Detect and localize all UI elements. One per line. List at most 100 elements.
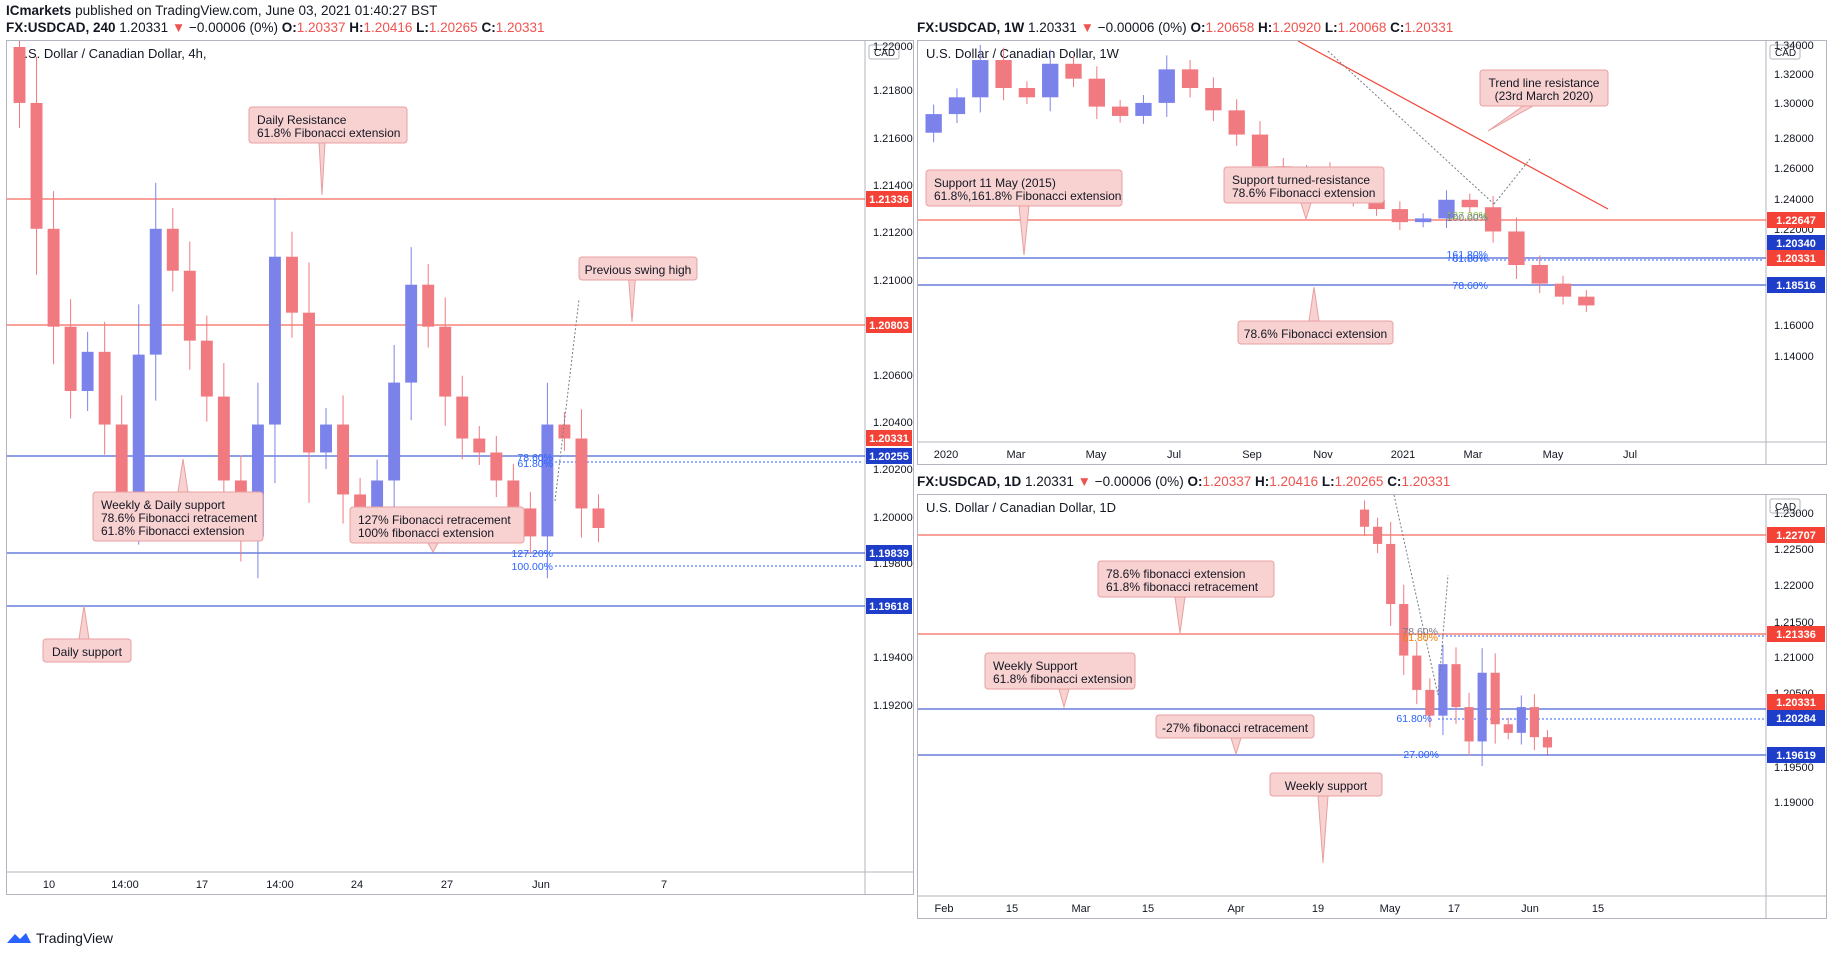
candle-body (507, 480, 520, 509)
candle-body (948, 97, 966, 115)
candle-body (1042, 63, 1059, 98)
candle-body (149, 228, 162, 355)
callout-text: Weekly & Daily support (101, 498, 225, 512)
callout-text: 61.8% Fibonacci extension (101, 524, 244, 538)
price-tag-label: 1.22647 (1776, 215, 1816, 227)
price-tag-label: 1.19618 (869, 601, 909, 613)
candle-body (1464, 707, 1474, 742)
candle-body (1228, 110, 1245, 135)
x-tick-label: 17 (1448, 903, 1460, 915)
callout-box (1237, 320, 1394, 345)
publisher-text: published on TradingView.com, June 03, 2… (75, 3, 438, 18)
y-tick-label: 1.28000 (1774, 133, 1814, 145)
chart-1d-svg[interactable]: U.S. Dollar / Canadian Dollar, 1D CAD1.23… (918, 495, 1826, 918)
price-tag-label: 1.20331 (1776, 697, 1816, 709)
callout-pointer (427, 542, 439, 554)
callout-pointer (1058, 688, 1070, 709)
publisher-author[interactable]: ICmarkets (6, 3, 72, 18)
close-value: 1.20331 (495, 20, 545, 35)
callout-text: Trend line resistance (1489, 76, 1600, 90)
callout-text: Daily Resistance (257, 113, 347, 127)
callout-text: 78.6% fibonacci extension (1106, 567, 1245, 581)
open-value: 1.20337 (296, 20, 346, 35)
candle-body (1359, 509, 1370, 527)
y-tick-label: 1.24000 (1774, 194, 1814, 206)
candle-body (1438, 664, 1448, 716)
callout-pointer (1230, 737, 1242, 756)
fib-connector-line (1437, 574, 1449, 696)
callout-pointer (1317, 795, 1329, 864)
x-tick-label: 15 (1006, 903, 1018, 915)
price-tag (1767, 626, 1825, 642)
price-tag-label: 1.22707 (1776, 530, 1816, 542)
candle-body (1391, 209, 1409, 223)
x-tick-label: Mar (1072, 903, 1091, 915)
x-tick-label: May (1086, 449, 1107, 461)
x-tick-label: Jul (1167, 449, 1181, 461)
price-tag (866, 545, 912, 561)
candle-body (524, 508, 537, 537)
chart-title: U.S. Dollar / Canadian Dollar, 4h, (15, 46, 206, 61)
y-tick-label: 1.34000 (1774, 41, 1814, 52)
callout-text: 78.6% Fibonacci extension (1244, 327, 1387, 341)
candle-body (1542, 737, 1553, 748)
callout-text: 61.8% fibonacci retracement (1106, 580, 1259, 594)
callout-pointer (1174, 596, 1186, 634)
price-tag (1767, 747, 1825, 763)
x-tick-label: 7 (661, 879, 667, 891)
chart-1w-svg[interactable]: U.S. Dollar / Canadian Dollar, 1W CAD1.34… (918, 41, 1826, 464)
candle-body (1490, 672, 1500, 725)
fib-label: 100.00% (512, 561, 553, 573)
candle-body (456, 396, 469, 439)
y-tick-label: 1.21400 (873, 180, 913, 192)
price-tag-label: 1.20340 (1776, 238, 1816, 250)
symbol: FX:USDCAD, 240 (6, 20, 116, 35)
candle-body (200, 340, 213, 397)
brand-label: TradingView (36, 930, 114, 946)
candle-body (303, 312, 315, 453)
tradingview-logo[interactable]: TradingView (6, 930, 113, 946)
x-tick-label: May (1380, 903, 1401, 915)
chart-4h-svg[interactable]: U.S. Dollar / Canadian Dollar, 4h, CAD1.2… (7, 41, 913, 894)
last-price: 1.20331 (119, 20, 169, 35)
fib-label: 61.80% (1452, 253, 1488, 265)
callout-text: (23rd March 2020) (1495, 89, 1594, 103)
chart-4h-panel[interactable]: U.S. Dollar / Canadian Dollar, 4h, CAD 1.2… (6, 40, 914, 895)
candle-body (1578, 296, 1595, 306)
callout-box (1479, 69, 1609, 107)
candle-body (286, 256, 298, 313)
candle-body (1135, 102, 1152, 116)
callout-text: -27% fibonacci retracement (1162, 721, 1309, 735)
candle-body (47, 228, 60, 327)
callout-text: Daily support (52, 645, 123, 659)
x-tick-label: May (1543, 449, 1564, 461)
callout-text: Support 11 May (2015) (934, 176, 1056, 190)
candle-body (1531, 264, 1548, 284)
x-tick-label: Mar (1464, 449, 1483, 461)
candle-body (1386, 543, 1396, 605)
x-tick-label: Jul (1623, 449, 1637, 461)
candle-body (925, 114, 942, 133)
high-value: 1.20416 (1269, 474, 1319, 489)
price-tag-label: 1.20803 (869, 320, 909, 332)
candle-body (217, 396, 230, 481)
price-tag (1767, 527, 1825, 543)
price-tag-label: 1.20284 (1776, 713, 1817, 725)
chart-1d-panel[interactable]: U.S. Dollar / Canadian Dollar, 1D CAD 1.23… (917, 494, 1827, 919)
trend-line (1297, 41, 1609, 210)
fib-label: 127.20% (1447, 210, 1488, 222)
price-tag-label: 1.21336 (1776, 629, 1816, 641)
x-tick-label: Feb (935, 903, 954, 915)
price-tag (866, 191, 912, 207)
candle-body (422, 284, 435, 327)
down-arrow-icon: ▼ (1077, 474, 1091, 489)
price-tag-label: 1.20331 (1776, 253, 1816, 265)
tradingview-icon (7, 933, 31, 943)
candle-body (1111, 106, 1129, 116)
last-price: 1.20331 (1025, 474, 1074, 489)
chart-1w-panel[interactable]: U.S. Dollar / Canadian Dollar, 1W CAD 1.34… (917, 40, 1827, 465)
candle-body (1065, 63, 1082, 79)
candle-body (98, 351, 111, 425)
change: −0.00006 (0%) (1097, 20, 1187, 35)
candle-body (1554, 283, 1572, 297)
